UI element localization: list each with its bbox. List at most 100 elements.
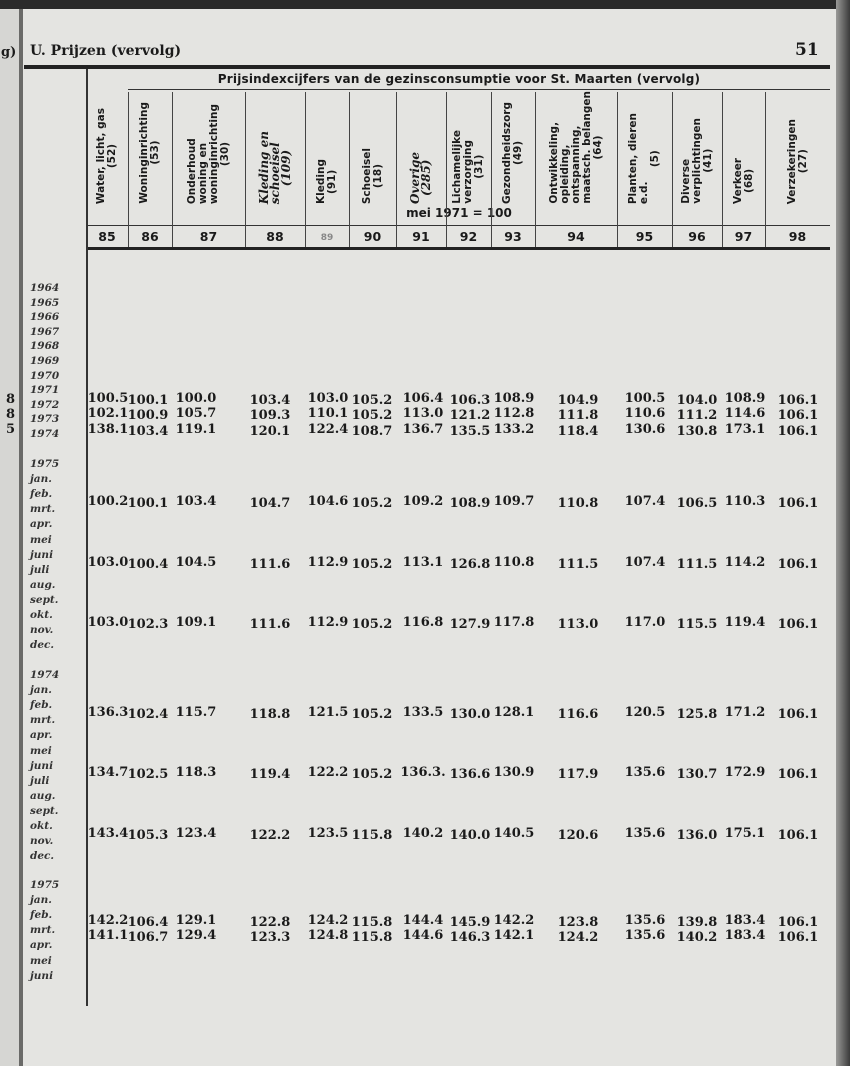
table-cell: 130.9 — [493, 765, 535, 780]
table-cell: 122.2 — [249, 828, 291, 843]
row-label: apr. — [30, 518, 53, 531]
table-cell: 115.8 — [351, 915, 393, 930]
table-cell: 130.6 — [624, 422, 666, 437]
column-header-line: (31) — [473, 155, 485, 180]
column-header-line: (68) — [742, 168, 755, 194]
table-cell: 135.6 — [624, 765, 666, 780]
row-label: mei — [30, 533, 52, 546]
table-cell: 113.0 — [557, 617, 599, 632]
table-cell: 110.3 — [724, 494, 766, 509]
table-title: Prijsindexcijfers van de gezinsconsumpti… — [217, 72, 701, 86]
table-cell: 105.7 — [175, 406, 217, 421]
table-cell: 109.7 — [493, 494, 535, 509]
row-label: mei — [30, 744, 52, 757]
table-cell: 106.4 — [402, 391, 444, 406]
column-separator — [672, 92, 673, 247]
table-cell: 135.6 — [624, 913, 666, 928]
table-cell: 105.2 — [351, 496, 393, 511]
table-cell: 171.2 — [724, 705, 766, 720]
row-label: feb. — [30, 699, 53, 712]
table-cell: 133.2 — [493, 422, 535, 437]
table-cell: 123.5 — [307, 826, 349, 841]
row-label: juni — [30, 759, 54, 772]
table-cell: 104.5 — [175, 555, 217, 570]
column-header-line: (41) — [701, 149, 714, 174]
table-cell: 102.5 — [127, 767, 169, 782]
row-label: aug. — [30, 578, 56, 591]
table-cell: 106.1 — [777, 828, 819, 843]
table-cell: 115.7 — [175, 705, 217, 720]
column-header-line: maatsch. belangen — [580, 91, 593, 204]
table-cell: 142.2 — [493, 913, 535, 928]
row-label: 1965 — [30, 296, 60, 309]
base-period: mei 1971 = 100 — [406, 206, 512, 220]
column-header-line: Diverse — [679, 159, 692, 204]
section-title: U. Prijzen (vervolg) — [30, 43, 182, 59]
table-cell: 105.2 — [351, 408, 393, 423]
row-label: apr. — [30, 729, 53, 742]
row-label: 1969 — [30, 355, 60, 367]
table-cell: 123.4 — [175, 826, 217, 841]
column-separator — [446, 92, 447, 247]
table-cell: 119.4 — [724, 615, 766, 630]
row-label: jan. — [30, 684, 52, 697]
table-cell: 110.6 — [624, 406, 666, 421]
table-cell: 109.2 — [402, 494, 444, 509]
table-cell: 140.0 — [449, 828, 491, 843]
column-header-line: (285) — [419, 159, 433, 197]
previous-page-edge — [0, 9, 19, 1066]
table-cell: 135.6 — [624, 826, 666, 841]
column-number: 97 — [734, 229, 753, 244]
table-cell: 183.4 — [724, 913, 766, 928]
row-label: feb. — [30, 488, 53, 501]
column-header-line: Schoeisel — [360, 147, 373, 204]
table-cell: 109.1 — [175, 615, 217, 630]
table-cell: 172.9 — [724, 765, 766, 780]
row-label: nov. — [30, 835, 54, 848]
column-header-text: Lichamelijke verzorging (31) — [451, 130, 485, 204]
table-cell: 183.4 — [724, 928, 766, 943]
table-cell: 127.9 — [449, 617, 491, 632]
table-cell: 103.4 — [249, 393, 291, 408]
column-header-text: Onderhoud woning en woninginrichting (30) — [185, 104, 231, 204]
column-header-text: Schoeisel (18) — [360, 147, 384, 204]
table-cell: 114.6 — [724, 406, 766, 421]
table-cell: 105.3 — [127, 828, 169, 843]
row-label: 1972 — [30, 398, 60, 411]
column-header: Overige (285) — [396, 92, 446, 204]
scan-top-border — [0, 0, 850, 9]
table-cell: 117.9 — [557, 767, 599, 782]
column-number: 94 — [567, 229, 585, 244]
column-header-line: Verkeer — [731, 158, 744, 204]
row-label: 1973 — [30, 413, 60, 426]
table-cell: 114.2 — [724, 555, 766, 570]
table-cell: 106.1 — [777, 557, 819, 572]
table-cell: 102.3 — [127, 617, 169, 632]
table-cell: 112.8 — [493, 406, 535, 421]
table-cell: 112.9 — [307, 615, 349, 630]
column-separator — [172, 92, 173, 247]
table-cell: 100.4 — [127, 557, 169, 572]
header-divider — [88, 225, 830, 226]
row-label: dec. — [30, 850, 55, 863]
column-separator — [396, 92, 397, 247]
table-cell: 111.5 — [676, 557, 718, 572]
table-cell: 129.1 — [175, 913, 217, 928]
table-cell: 109.3 — [249, 408, 291, 423]
column-header-text: Ontwikkeling, opleiding, ontspanning, maats… — [548, 91, 604, 204]
column-header: Lichamelijke verzorging (31) — [446, 92, 491, 204]
table-cell: 136.6 — [449, 767, 491, 782]
column-header-line: ontspanning, — [569, 125, 582, 204]
table-cell: 106.1 — [777, 393, 819, 408]
table-cell: 143.4 — [87, 826, 129, 841]
column-separator — [617, 92, 618, 247]
table-cell: 100.5 — [624, 391, 666, 406]
left-page-fragment: 8 — [6, 392, 16, 407]
table-cell: 106.1 — [777, 915, 819, 930]
column-header-line: Onderhoud — [185, 138, 198, 204]
table-cell: 175.1 — [724, 826, 766, 841]
row-label: 1974 — [30, 428, 60, 440]
column-header-line: (27) — [796, 149, 809, 174]
table-cell: 104.6 — [307, 494, 349, 509]
table-cell: 138.1 — [87, 422, 129, 437]
